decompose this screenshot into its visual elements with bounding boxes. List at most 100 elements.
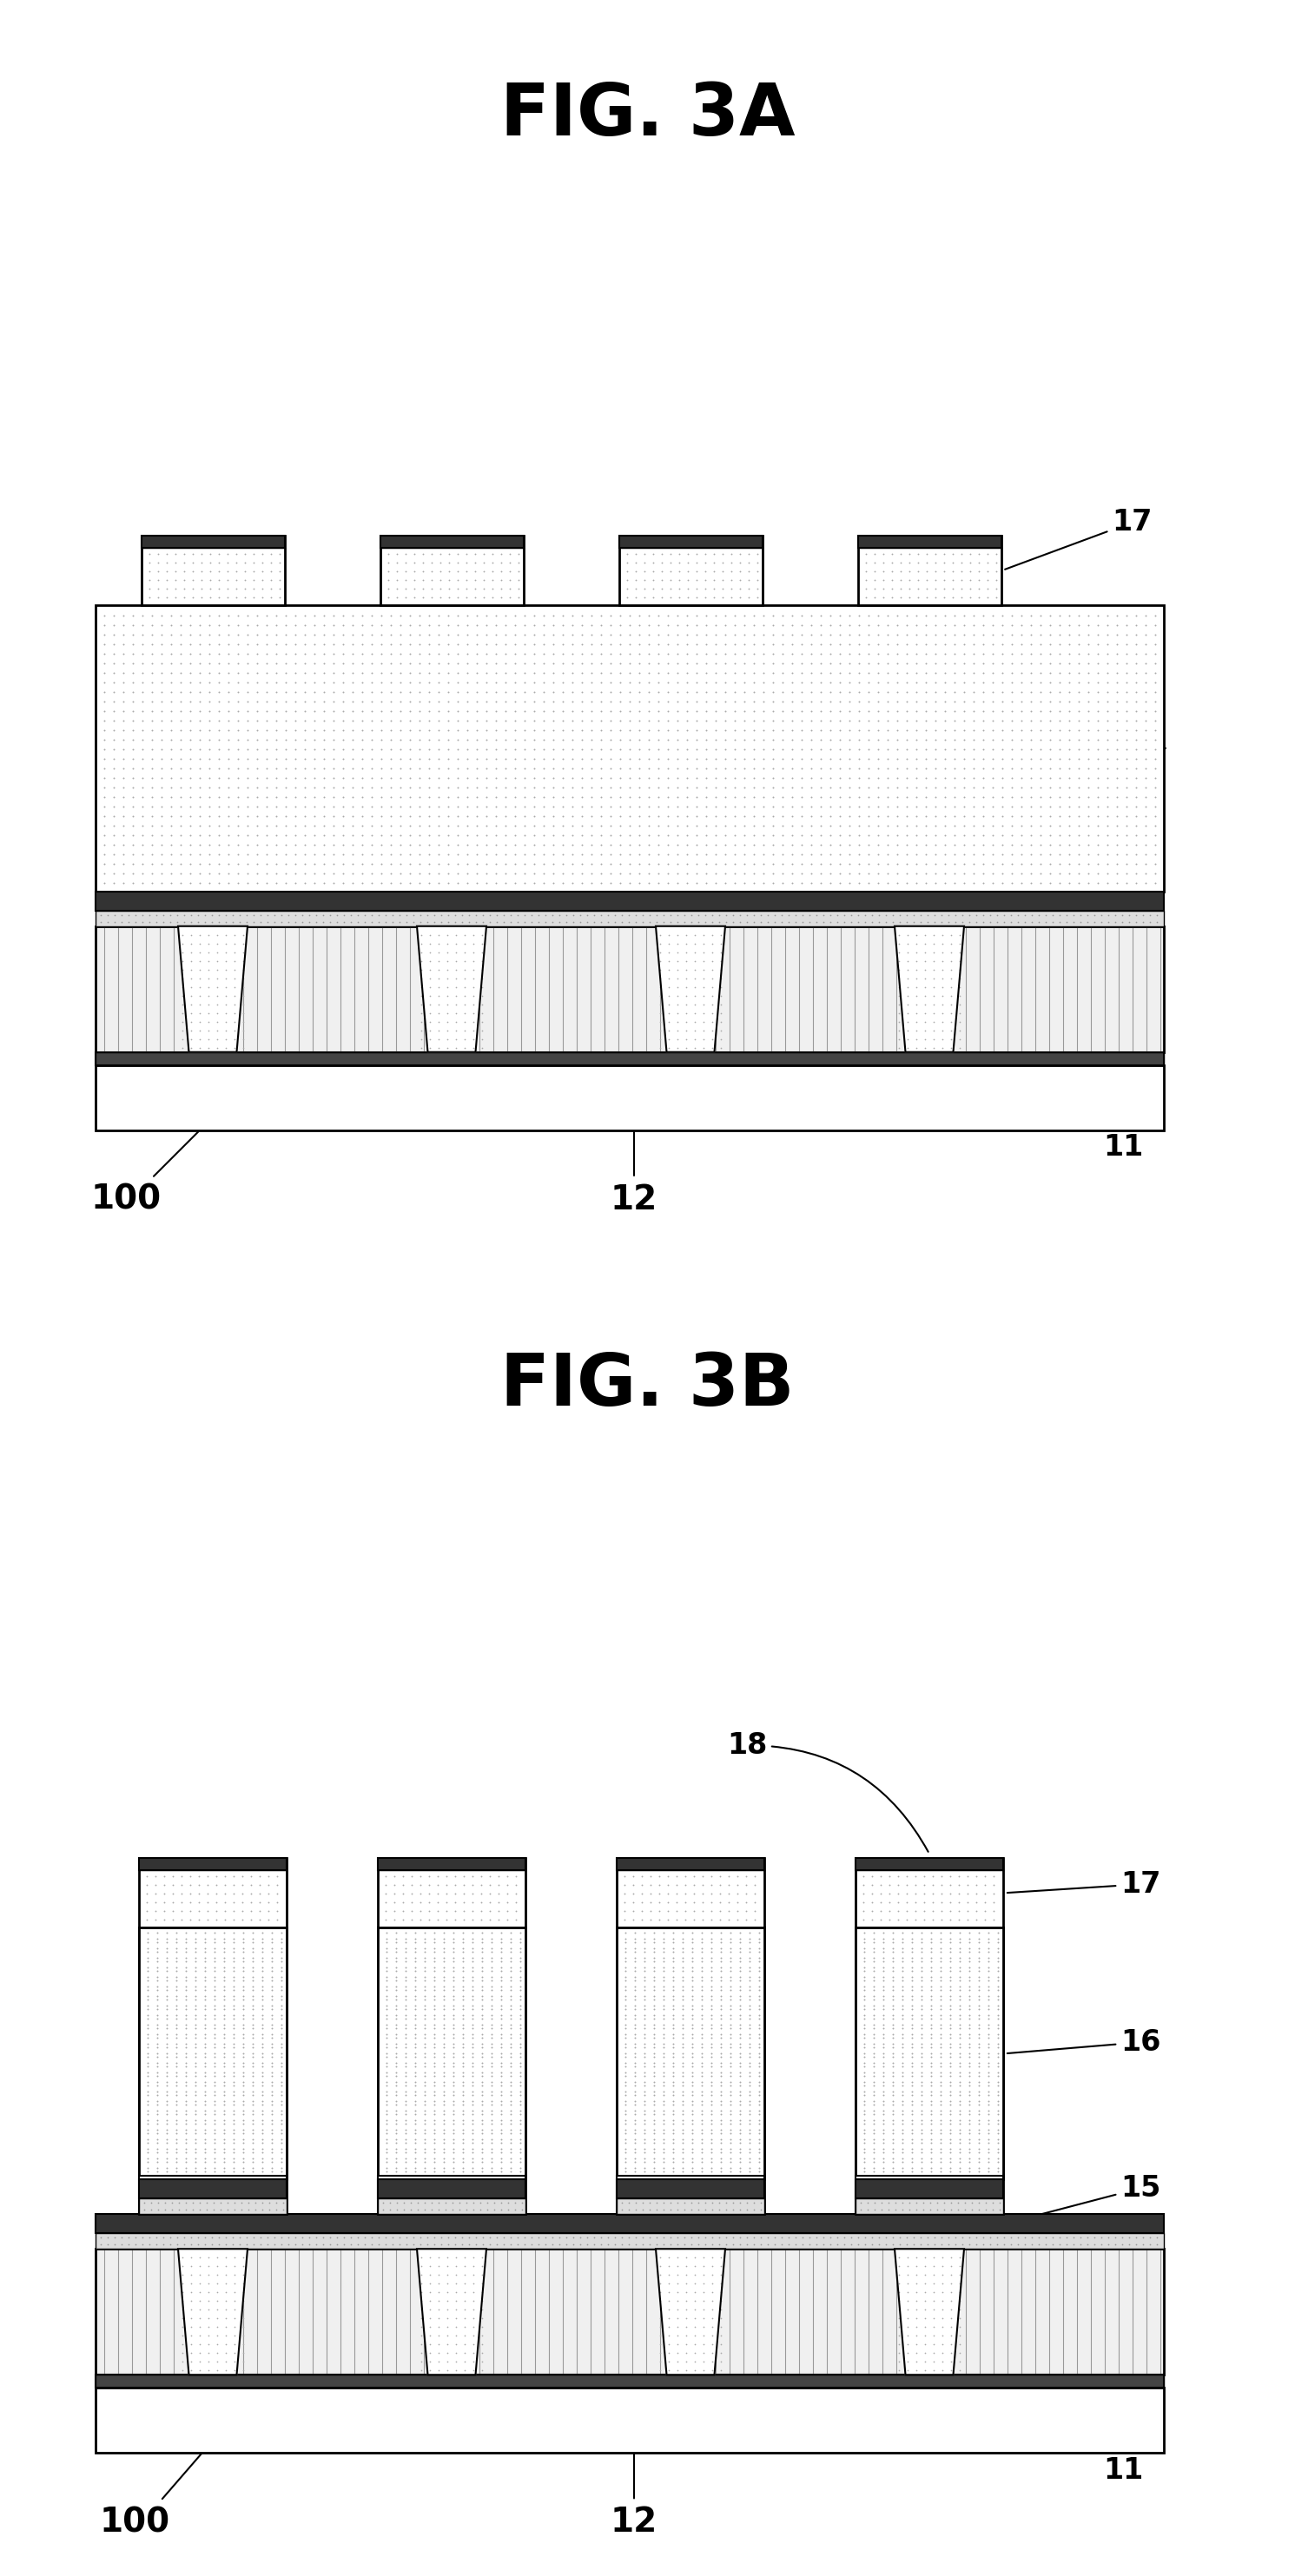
Point: [886, 623, 906, 665]
Point: [455, 984, 475, 1025]
Point: [701, 1989, 721, 2030]
Point: [175, 2061, 196, 2102]
Point: [206, 1855, 227, 1896]
Point: [925, 768, 945, 809]
Point: [445, 922, 466, 963]
Point: [480, 2151, 501, 2192]
Point: [491, 2123, 512, 2164]
Point: [976, 567, 997, 608]
Point: [423, 1950, 444, 1991]
Point: [987, 1968, 1008, 2009]
Point: [122, 747, 142, 788]
Point: [423, 2084, 444, 2125]
Point: [227, 623, 247, 665]
Point: [975, 2182, 996, 2223]
Point: [418, 644, 439, 685]
Point: [155, 2043, 176, 2084]
Point: [610, 786, 631, 827]
Point: [736, 1883, 756, 1924]
Point: [1119, 894, 1140, 935]
Point: [1020, 595, 1041, 636]
Point: [896, 796, 917, 837]
Point: [218, 613, 238, 654]
Point: [409, 796, 430, 837]
Point: [243, 533, 264, 574]
Point: [429, 2236, 449, 2277]
Point: [978, 2099, 998, 2141]
Point: [615, 2148, 636, 2190]
Point: [491, 1984, 512, 2025]
Point: [701, 2177, 721, 2218]
Point: [633, 1994, 654, 2035]
Point: [509, 2074, 530, 2115]
Point: [361, 894, 382, 935]
Point: [676, 796, 697, 837]
Point: [887, 1855, 908, 1896]
Point: [917, 2223, 938, 2264]
Point: [523, 623, 544, 665]
Point: [853, 2110, 874, 2151]
Point: [921, 1968, 941, 2009]
Point: [633, 1922, 654, 1963]
Point: [246, 842, 267, 884]
Point: [443, 2123, 464, 2164]
Point: [466, 853, 487, 894]
Point: [1087, 842, 1107, 884]
Point: [672, 2035, 693, 2076]
Point: [1030, 605, 1050, 647]
Point: [809, 711, 830, 752]
Point: [404, 1911, 425, 1953]
Point: [662, 2045, 682, 2087]
Point: [480, 2004, 501, 2045]
Point: [729, 1994, 750, 2035]
Point: [615, 2166, 636, 2208]
Point: [198, 2236, 219, 2277]
Point: [351, 672, 372, 714]
Point: [1022, 2218, 1042, 2259]
Point: [181, 2218, 202, 2259]
Point: [137, 2156, 158, 2197]
Point: [180, 711, 201, 752]
Point: [141, 757, 162, 799]
Point: [534, 796, 554, 837]
Point: [404, 1932, 425, 1973]
Point: [905, 672, 926, 714]
Point: [313, 719, 334, 760]
Point: [194, 2084, 215, 2125]
Point: [922, 1873, 943, 1914]
Point: [772, 806, 793, 848]
Point: [423, 2056, 444, 2097]
Point: [93, 719, 114, 760]
Point: [720, 541, 741, 582]
Point: [862, 2112, 883, 2154]
Point: [172, 2236, 193, 2277]
Point: [910, 2014, 931, 2056]
Point: [710, 2007, 730, 2048]
Point: [1125, 605, 1146, 647]
Point: [139, 2223, 159, 2264]
Point: [1077, 634, 1098, 675]
Text: 14: 14: [1094, 1059, 1145, 1095]
Point: [509, 1999, 530, 2040]
Point: [395, 2184, 416, 2226]
Point: [729, 533, 750, 574]
Point: [464, 976, 484, 1018]
Point: [427, 1865, 448, 1906]
Point: [370, 757, 391, 799]
Point: [161, 711, 181, 752]
Point: [648, 652, 668, 693]
Point: [341, 2218, 361, 2259]
Point: [455, 2246, 475, 2287]
Point: [953, 595, 974, 636]
Point: [207, 2264, 228, 2306]
Point: [910, 2027, 931, 2069]
Point: [118, 902, 139, 943]
Point: [749, 1922, 769, 1963]
Point: [471, 1978, 492, 2020]
Point: [395, 2148, 416, 2190]
Point: [729, 2063, 750, 2105]
Point: [983, 2190, 1004, 2231]
Point: [931, 1855, 952, 1896]
Point: [688, 902, 708, 943]
Point: [992, 690, 1013, 732]
